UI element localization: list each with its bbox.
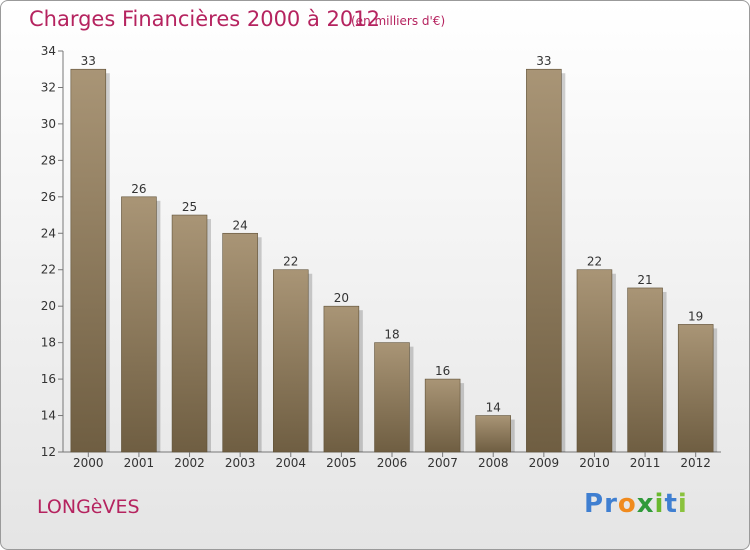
y-tick-label: 14 (41, 409, 56, 423)
logo-letter: o (617, 489, 637, 519)
bar (475, 415, 511, 453)
logo-letter: x (636, 489, 655, 519)
bar (677, 324, 714, 453)
x-tick-label: 2012 (680, 456, 711, 470)
bar-value-label: 16 (435, 364, 450, 378)
bar-value-label: 25 (182, 200, 197, 214)
chart-subtitle: (en milliers d'€) (351, 14, 446, 28)
bar-value-label: 20 (334, 291, 349, 305)
x-tick-label: 2007 (427, 456, 458, 470)
y-tick-label: 34 (41, 44, 56, 58)
x-tick-label: 2000 (73, 456, 104, 470)
bar-value-label: 33 (536, 54, 551, 68)
logo-letter: i (677, 489, 688, 519)
y-tick-label: 18 (41, 336, 56, 350)
bar-value-label: 26 (131, 182, 146, 196)
bar-value-label: 18 (384, 328, 399, 342)
bar-value-label: 21 (637, 273, 652, 287)
y-tick-label: 20 (41, 299, 56, 313)
bar (121, 196, 157, 453)
x-tick-label: 2010 (579, 456, 610, 470)
x-tick-label: 2011 (630, 456, 661, 470)
bar (323, 305, 360, 453)
bar-value-label: 22 (587, 255, 602, 269)
x-tick-label: 2008 (478, 456, 509, 470)
logo-letter: P (584, 489, 605, 519)
x-tick-label: 2003 (225, 456, 256, 470)
bar (70, 68, 107, 453)
y-tick-label: 30 (41, 117, 56, 131)
x-tick-label: 2002 (174, 456, 205, 470)
y-tick-label: 22 (41, 263, 56, 277)
bar (222, 232, 258, 453)
y-tick-label: 28 (41, 153, 56, 167)
x-tick-label: 2004 (275, 456, 306, 470)
x-tick-label: 2005 (326, 456, 357, 470)
bar-value-label: 19 (688, 309, 703, 323)
bar (424, 378, 461, 453)
y-tick-label: 12 (41, 445, 56, 459)
proxiti-logo: Proxiti (584, 489, 688, 519)
bar-value-label: 33 (81, 54, 96, 68)
x-tick-label: 2006 (377, 456, 408, 470)
logo-letter: t (664, 489, 678, 519)
y-tick-label: 26 (41, 190, 56, 204)
x-tick-label: 2001 (124, 456, 155, 470)
logo-letter: i (654, 489, 665, 519)
bar (576, 269, 613, 453)
y-tick-label: 24 (41, 226, 56, 240)
y-tick-label: 32 (41, 80, 56, 94)
bar (273, 269, 309, 453)
bar (627, 287, 663, 453)
bar (171, 214, 208, 453)
bar-value-label: 14 (486, 401, 501, 415)
bar-value-label: 22 (283, 255, 298, 269)
x-tick-label: 2009 (529, 456, 560, 470)
y-tick-label: 16 (41, 372, 56, 386)
logo-letter: r (604, 489, 618, 519)
bar-value-label: 24 (233, 218, 248, 232)
commune-name: LONGèVES (37, 496, 140, 518)
bar (374, 342, 410, 453)
chart-title: Charges Financières 2000 à 2012 (29, 7, 380, 31)
bar (526, 68, 562, 453)
